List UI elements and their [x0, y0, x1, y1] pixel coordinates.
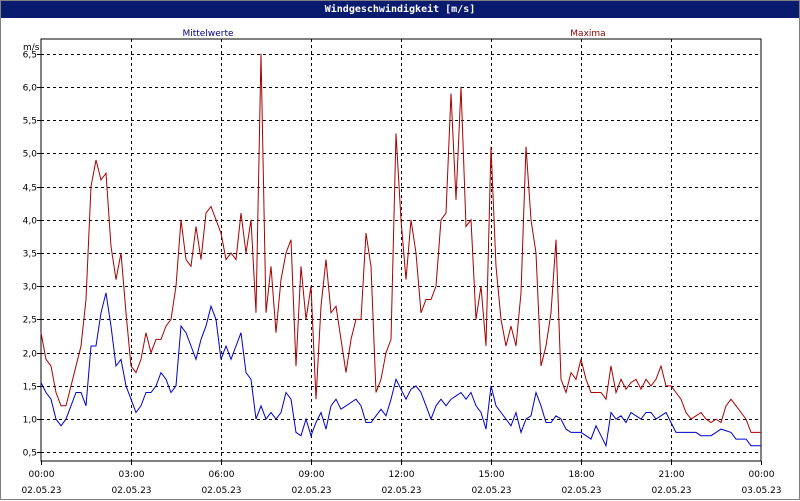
x-tick-date-label: 02.05.23	[561, 486, 601, 496]
x-tick-time-label: 21:00	[659, 470, 685, 480]
x-tick-date-label: 02.05.23	[21, 486, 61, 496]
y-tick-label: 4,0	[23, 217, 38, 227]
x-tick-date-label: 02.05.23	[381, 486, 421, 496]
series-lines	[40, 53, 761, 448]
window-title: Windgeschwindigkeit [m/s]	[1, 1, 799, 18]
y-tick-label: 5,0	[23, 150, 38, 160]
legend-mittelwerte: Mittelwerte	[182, 29, 233, 39]
y-tick-label: 4,5	[23, 184, 37, 194]
x-tick-date-label: 03.05.23	[741, 486, 781, 496]
y-tick-label: 1,0	[23, 416, 38, 426]
x-tick-time-label: 00:00	[749, 470, 775, 480]
y-tick-label: 2,5	[23, 316, 37, 326]
x-tick-date-label: 02.05.23	[651, 486, 691, 496]
x-tick-time-label: 18:00	[569, 470, 595, 480]
y-axis-ticks: 0,5 1,0 1,5 2,0 2,5 3,0 3,5 4,0 4,5 5,0 5,5 6,0 6,5	[23, 51, 41, 459]
x-tick-date-label: 02.05.23	[471, 486, 511, 496]
x-tick-time-label: 00:00	[29, 470, 55, 480]
y-tick-label: 5,5	[23, 117, 37, 127]
x-axis-ticks: 00:00 02.05.23 03:00 02.05.23 06:00 02.05.23 0…	[21, 461, 782, 496]
y-tick-label: 2,0	[23, 350, 38, 360]
y-tick-label: 6,0	[23, 84, 38, 94]
x-tick-date-label: 02.05.23	[291, 486, 331, 496]
y-axis-label: m/s	[23, 43, 40, 53]
y-tick-label: 6,5	[23, 51, 37, 61]
x-tick-time-label: 12:00	[389, 470, 415, 480]
y-tick-label: 3,0	[23, 283, 38, 293]
series-line-mittelwerte	[40, 292, 761, 448]
x-tick-time-label: 15:00	[479, 470, 505, 480]
x-tick-time-label: 03:00	[119, 470, 145, 480]
y-tick-label: 1,5	[23, 383, 37, 393]
series-line-maxima	[40, 53, 761, 433]
y-tick-label: 0,5	[23, 449, 37, 459]
legend-maxima: Maxima	[570, 29, 605, 39]
x-tick-time-label: 09:00	[299, 470, 325, 480]
x-tick-date-label: 02.05.23	[111, 486, 151, 496]
x-tick-date-label: 02.05.23	[201, 486, 241, 496]
y-tick-label: 3,5	[23, 250, 37, 260]
x-tick-time-label: 06:00	[209, 470, 235, 480]
